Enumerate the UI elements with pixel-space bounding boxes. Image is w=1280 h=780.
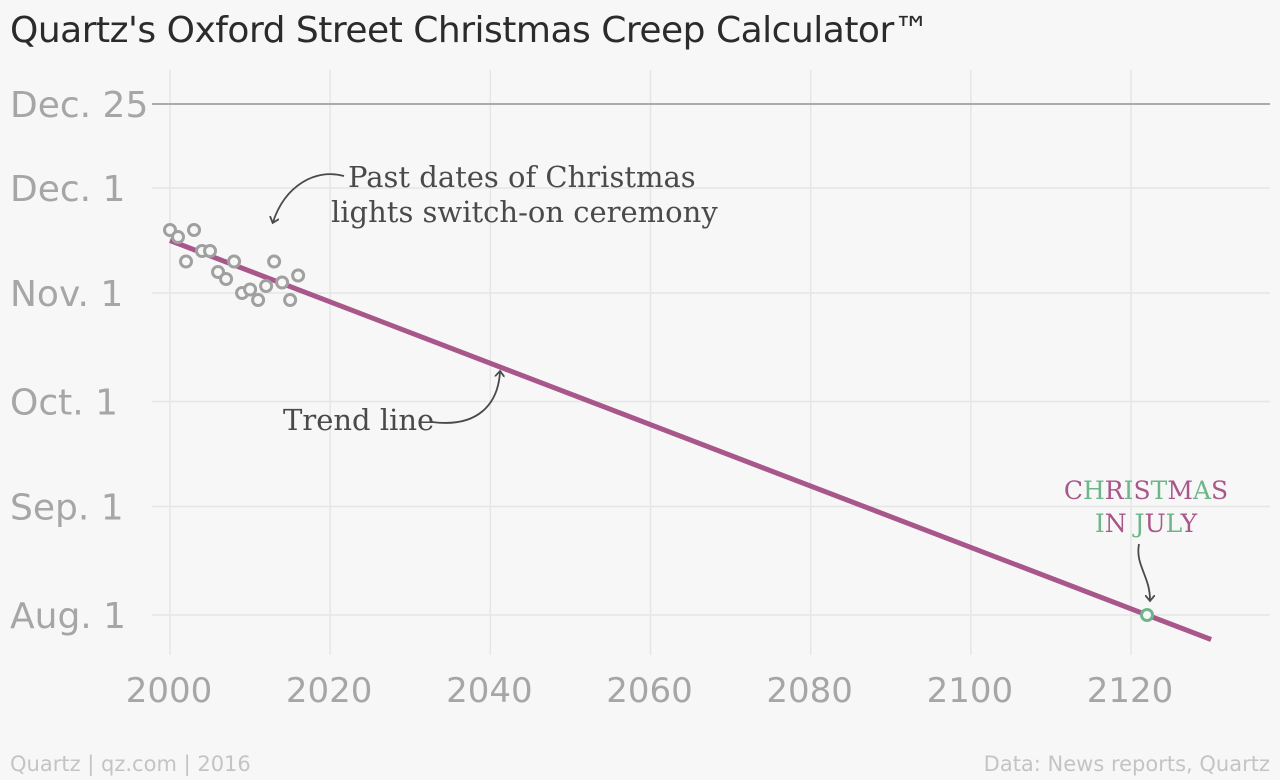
- data-point: [275, 275, 290, 290]
- data-point: [227, 254, 242, 269]
- x-tick-label: 2000: [126, 671, 213, 711]
- annotation-christmas-in-july-line-2: IN JULY: [1095, 509, 1198, 538]
- data-point: [219, 272, 234, 286]
- annotation-arrow-past-dates: [273, 173, 345, 222]
- annotation-past-dates-line-1: Past dates of Christmas: [348, 160, 696, 194]
- y-tick-label: Dec. 1: [10, 169, 125, 210]
- christmas-in-july-letter: L: [1166, 509, 1182, 538]
- footer-source: Data: News reports, Quartz: [983, 752, 1270, 776]
- christmas-in-july-letter: Y: [1180, 509, 1198, 538]
- christmas-in-july-letter: J: [1132, 509, 1145, 538]
- x-tick-label: 2100: [927, 671, 1014, 711]
- y-tick-label: Sep. 1: [10, 488, 124, 529]
- annotation-trend-line: Trend line: [283, 403, 434, 437]
- christmas-in-july-letter: A: [1192, 476, 1212, 505]
- christmas-in-july-letter: C: [1064, 476, 1083, 505]
- trend-line: [169, 238, 1212, 642]
- data-point: [267, 254, 282, 269]
- x-tick-label: 2120: [1087, 671, 1174, 711]
- x-tick-label: 2020: [286, 671, 373, 711]
- annotation-arrow-trend: [431, 372, 500, 424]
- christmas-in-july-letter: T: [1151, 476, 1168, 505]
- christmas-in-july-letter: S: [1211, 476, 1228, 505]
- christmas-in-july-letter: R: [1105, 476, 1125, 505]
- annotation-christmas-in-july-line-1: CHRISTMAS: [1064, 476, 1228, 505]
- christmas-in-july-letter: U: [1145, 509, 1166, 538]
- data-point: [259, 279, 274, 293]
- highlight-point-2122: [1140, 608, 1155, 622]
- x-tick-label: 2040: [446, 671, 533, 711]
- data-point: [171, 230, 186, 244]
- annotation-past-dates-line-2: lights switch-on ceremony: [331, 195, 718, 229]
- data-point: [283, 293, 298, 307]
- annotations: Past dates of Christmas lights switch-on…: [273, 160, 1228, 600]
- chart-title: Quartz's Oxford Street Christmas Creep C…: [10, 10, 930, 51]
- x-tick-label: 2060: [606, 671, 693, 711]
- christmas-in-july-letter: [1127, 509, 1135, 538]
- grid: [152, 70, 1270, 655]
- data-point: [251, 293, 266, 307]
- x-tick-label: 2080: [766, 671, 853, 711]
- y-tick-label: Dec. 25: [10, 85, 148, 126]
- y-tick-label: Aug. 1: [10, 596, 126, 637]
- data-point: [179, 254, 194, 269]
- y-axis-ticks: Aug. 1 Sep. 1 Oct. 1 Nov. 1 Dec. 1 Dec. 25: [10, 85, 148, 637]
- data-point: [203, 244, 218, 258]
- data-point: [243, 282, 258, 297]
- christmas-in-july-letter: M: [1167, 476, 1193, 505]
- christmas-in-july-letter: N: [1105, 509, 1127, 538]
- y-tick-label: Oct. 1: [10, 383, 118, 424]
- y-tick-label: Nov. 1: [10, 274, 123, 315]
- annotation-arrow-christmas-in-july: [1137, 543, 1150, 600]
- data-point: [291, 268, 306, 283]
- christmas-in-july-letter: H: [1083, 476, 1105, 505]
- data-point: [187, 223, 202, 237]
- christmas-in-july-letter: S: [1134, 476, 1151, 505]
- christmas-in-july-letter: I: [1124, 476, 1134, 505]
- x-axis-ticks: 2000 2020 2040 2060 2080 2100 2120: [126, 671, 1174, 711]
- christmas-in-july-letter: I: [1095, 509, 1105, 538]
- footer-credit: Quartz | qz.com | 2016: [10, 752, 251, 776]
- series: [163, 223, 1212, 642]
